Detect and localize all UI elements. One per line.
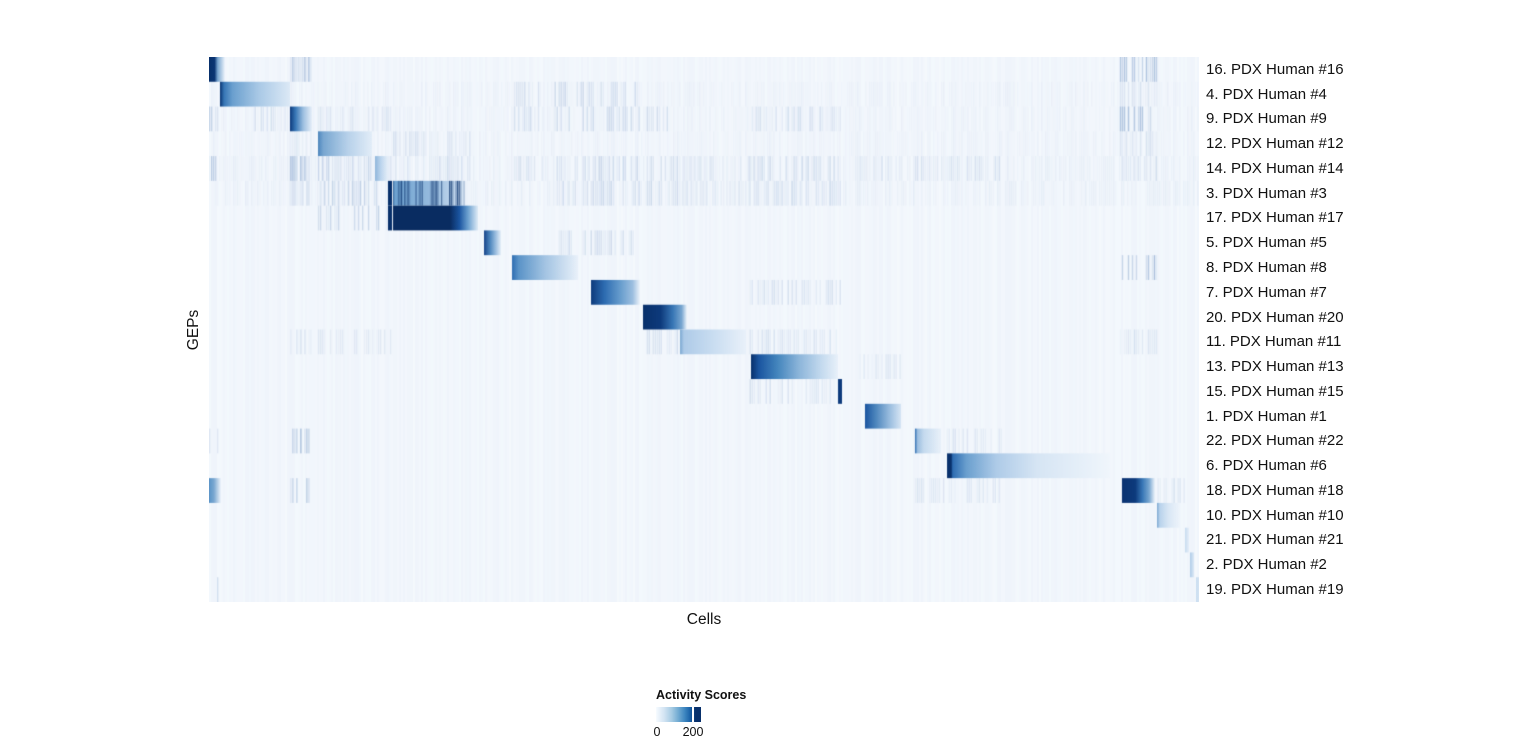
row-label: 20. PDX Human #20 — [1206, 308, 1344, 326]
row-label: 14. PDX Human #14 — [1206, 159, 1344, 177]
heatmap-row-labels: 16. PDX Human #16 4. PDX Human #4 9. PDX H… — [1206, 57, 1406, 602]
row-label: 8. PDX Human #8 — [1206, 259, 1327, 276]
row-label: 10. PDX Human #10 — [1206, 506, 1344, 524]
row-label: 15. PDX Human #15 — [1206, 382, 1344, 400]
x-axis-label: Cells — [686, 611, 722, 628]
legend-tick-label-200: 200 — [682, 725, 704, 739]
row-label: 18. PDX Human #18 — [1206, 481, 1344, 499]
row-label: 19. PDX Human #19 — [1206, 580, 1344, 598]
colorbar-legend: Activity Scores 0 200 — [653, 688, 776, 739]
row-label: 1. PDX Human #1 — [1206, 407, 1327, 425]
legend-colorbar — [656, 707, 701, 722]
legend-tick-label-0: 0 — [653, 725, 661, 739]
row-label: 21. PDX Human #21 — [1206, 531, 1344, 549]
row-label: 5. PDX Human #5 — [1206, 234, 1327, 252]
y-axis-label: GEPs — [185, 309, 202, 351]
row-label: 2. PDX Human #2 — [1206, 556, 1327, 574]
legend-tick-labels: 0 200 — [653, 725, 776, 739]
legend-tick-200-mark — [692, 707, 694, 722]
row-label: 16. PDX Human #16 — [1206, 60, 1344, 78]
row-label: 9. PDX Human #9 — [1206, 110, 1327, 128]
row-label: 4. PDX Human #4 — [1206, 85, 1327, 103]
row-label: 22. PDX Human #22 — [1206, 432, 1344, 450]
row-label: 12. PDX Human #12 — [1206, 135, 1344, 153]
row-label: 7. PDX Human #7 — [1206, 283, 1327, 301]
row-label: 11. PDX Human #11 — [1206, 333, 1342, 351]
legend-title: Activity Scores — [656, 688, 747, 702]
row-label: 17. PDX Human #17 — [1206, 209, 1344, 227]
row-label: 13. PDX Human #13 — [1206, 358, 1344, 376]
heatmap-canvas — [209, 57, 1199, 602]
row-label: 3. PDX Human #3 — [1206, 184, 1327, 202]
row-label: 6. PDX Human #6 — [1206, 457, 1327, 475]
